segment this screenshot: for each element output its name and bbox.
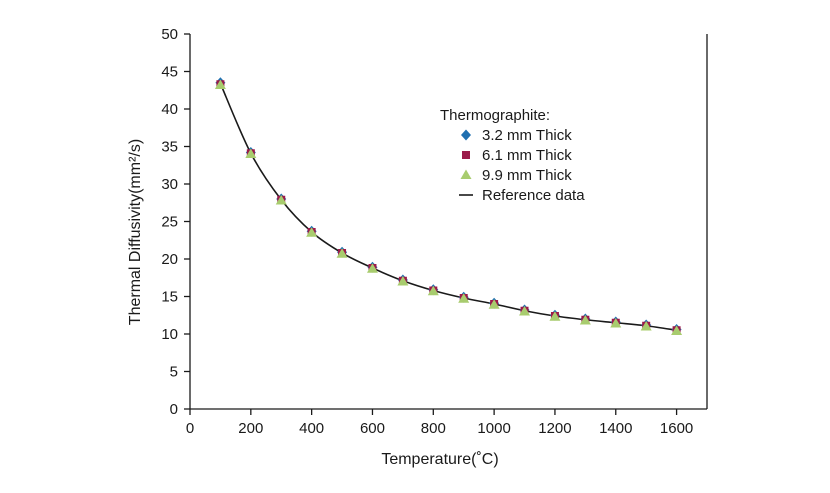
y-tick-label: 20: [161, 251, 178, 268]
y-tick-label: 25: [161, 214, 178, 231]
markers-group: [214, 77, 683, 335]
y-axis-title: Thermal Diffusivity(mm²/s): [127, 139, 144, 325]
data-point-9-9-mm-thick: [306, 227, 318, 237]
data-point-9-9-mm-thick: [549, 311, 561, 321]
data-point-9-9-mm-thick: [579, 315, 591, 325]
legend-label-reference-data: Reference data: [482, 187, 585, 204]
data-point-9-9-mm-thick: [275, 195, 287, 205]
data-point-9-9-mm-thick: [488, 299, 500, 309]
reference-line-group: [219, 83, 677, 332]
legend-swatch-3-2-mm-thick: [461, 129, 471, 141]
x-tick-label: 200: [238, 420, 263, 437]
y-tick-label: 0: [170, 401, 178, 418]
y-tick-label: 40: [161, 101, 178, 118]
data-point-9-9-mm-thick: [427, 285, 439, 296]
y-tick-label: 45: [161, 64, 178, 81]
data-point-9-9-mm-thick: [336, 248, 348, 258]
y-tick-label: 50: [161, 26, 178, 43]
legend-label-6-1-mm-thick: 6.1 mm Thick: [482, 147, 572, 164]
data-point-9-9-mm-thick: [366, 263, 378, 273]
x-tick-label: 1600: [660, 420, 693, 437]
x-tick-label: 1200: [538, 420, 571, 437]
y-tick-label: 5: [170, 364, 178, 381]
reference-data-line: [219, 83, 677, 332]
y-tick-label: 35: [161, 139, 178, 156]
x-tick-label: 400: [299, 420, 324, 437]
x-tick-label: 0: [186, 420, 194, 437]
y-tick-label: 15: [161, 289, 178, 306]
data-point-9-9-mm-thick: [610, 318, 622, 328]
data-point-9-9-mm-thick: [519, 306, 531, 316]
x-tick-label: 1400: [599, 420, 632, 437]
data-point-9-9-mm-thick: [671, 325, 683, 335]
y-tick-label: 30: [161, 176, 178, 193]
data-point-9-9-mm-thick: [397, 276, 409, 286]
data-point-9-9-mm-thick: [640, 321, 652, 331]
legend-label-9-9-mm-thick: 9.9 mm Thick: [482, 167, 572, 184]
data-point-9-9-mm-thick: [214, 79, 226, 89]
legend-swatch-6-1-mm-thick: [462, 151, 470, 159]
legend-title: Thermographite:: [440, 107, 550, 124]
data-point-9-9-mm-thick: [458, 293, 470, 303]
legend-swatch-9-9-mm-thick: [460, 169, 472, 179]
legend: Thermographite: 3.2 mm Thick 6.1 mm Thick…: [440, 107, 585, 204]
x-tick-label: 1000: [477, 420, 510, 437]
x-tick-label: 800: [421, 420, 446, 437]
x-axis-title: Temperature(˚C): [381, 451, 498, 468]
y-tick-label: 10: [161, 326, 178, 343]
axes: 0 5 10 15 20 25 30 35 40 45 50 0 200 400 600 800 1000 120…: [161, 26, 708, 437]
x-tick-label: 600: [360, 420, 385, 437]
legend-label-3-2-mm-thick: 3.2 mm Thick: [482, 127, 572, 144]
data-point-9-9-mm-thick: [245, 148, 257, 158]
